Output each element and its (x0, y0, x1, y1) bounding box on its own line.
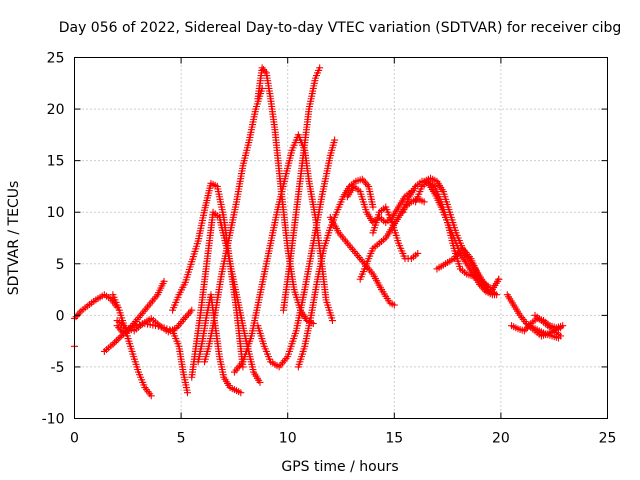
series-arc-26 (531, 311, 565, 340)
series-arc-22 (433, 244, 501, 299)
data-point-marker (111, 339, 119, 347)
y-tick-label: -10 (42, 412, 65, 428)
y-tick-label: 10 (47, 205, 65, 221)
data-point-marker (147, 392, 155, 400)
y-tick-label: 25 (47, 51, 65, 67)
data-point-marker (557, 332, 565, 340)
data-point-marker (116, 333, 124, 341)
y-axis-title: SDTVAR / TECUs (6, 181, 22, 296)
x-tick-label: 25 (599, 431, 617, 447)
data-point-marker (256, 378, 264, 386)
data-series (71, 64, 567, 400)
data-point-marker (493, 291, 501, 299)
chart-title: Day 056 of 2022, Sidereal Day-to-day VTE… (59, 20, 622, 36)
y-tick-label: -5 (51, 360, 65, 376)
y-tick-label: 5 (56, 257, 65, 273)
data-point-marker (114, 335, 122, 343)
series-arc-5 (113, 306, 196, 336)
series-arc-9 (201, 84, 266, 366)
data-point-marker (557, 324, 565, 332)
data-point-marker (328, 317, 336, 325)
data-point-marker (420, 198, 428, 206)
data-point-marker (160, 277, 168, 285)
data-point-marker (183, 389, 191, 397)
data-point-marker (112, 337, 120, 345)
data-point-marker (495, 275, 503, 283)
series-arc-11 (254, 136, 339, 371)
y-tick-label: 20 (47, 102, 65, 118)
x-tick-label: 10 (279, 431, 297, 447)
y-tick-label: 0 (56, 308, 65, 324)
series-arc-13 (294, 175, 377, 371)
x-axis-title: GPS time / hours (281, 459, 398, 475)
y-tick-labels: -10 -5 0 5 10 15 20 25 (42, 51, 65, 428)
data-point-marker (316, 64, 324, 72)
data-point-marker (369, 203, 377, 211)
data-point-marker (390, 301, 398, 309)
x-tick-label: 0 (70, 431, 79, 447)
data-point-marker (188, 306, 196, 314)
series-point-2 (495, 275, 503, 283)
data-point-marker (109, 340, 117, 348)
x-tick-labels: 0 5 10 15 20 25 (70, 431, 616, 447)
data-point-marker (237, 389, 245, 397)
plot-frame (74, 57, 608, 419)
y-tick-label: 15 (47, 154, 65, 170)
series-arc-1 (71, 291, 121, 322)
x-tick-label: 15 (385, 431, 403, 447)
data-point-marker (331, 136, 339, 144)
series-arc-14 (279, 64, 324, 314)
axis-ticks (74, 57, 608, 419)
x-tick-label: 20 (492, 431, 510, 447)
data-point-marker (261, 67, 269, 75)
data-point-marker (414, 249, 422, 257)
data-point-marker (118, 332, 126, 340)
x-tick-label: 5 (177, 431, 186, 447)
